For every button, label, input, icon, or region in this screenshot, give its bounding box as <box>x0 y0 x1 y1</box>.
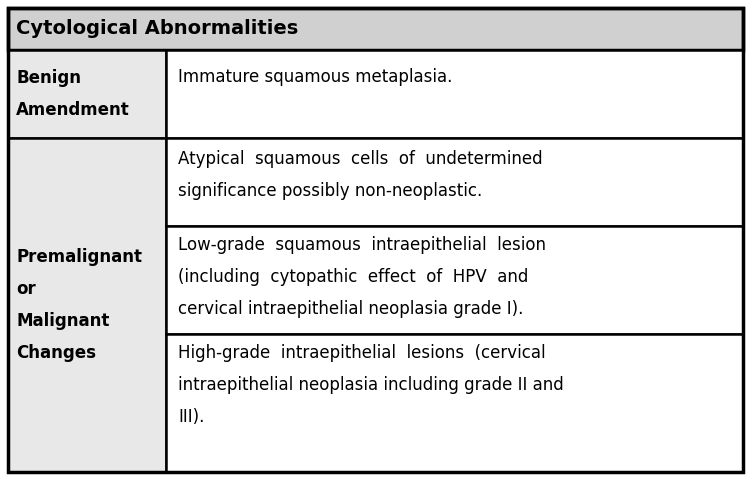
Text: Premalignant
or
Malignant
Changes: Premalignant or Malignant Changes <box>16 248 142 362</box>
Bar <box>166 138 743 226</box>
Bar <box>8 50 166 138</box>
Bar <box>8 8 743 50</box>
Text: Cytological Abnormalities: Cytological Abnormalities <box>16 20 298 38</box>
Bar <box>166 50 743 138</box>
Text: High-grade  intraepithelial  lesions  (cervical
intraepithelial neoplasia includ: High-grade intraepithelial lesions (cerv… <box>178 344 564 426</box>
Text: Low-grade  squamous  intraepithelial  lesion
(including  cytopathic  effect  of : Low-grade squamous intraepithelial lesio… <box>178 236 546 318</box>
Bar <box>166 226 743 334</box>
Text: Atypical  squamous  cells  of  undetermined
significance possibly non-neoplastic: Atypical squamous cells of undetermined … <box>178 150 543 200</box>
Text: Benign
Amendment: Benign Amendment <box>16 69 130 119</box>
Bar <box>166 334 743 472</box>
Text: Immature squamous metaplasia.: Immature squamous metaplasia. <box>178 68 452 86</box>
Bar <box>8 138 166 472</box>
